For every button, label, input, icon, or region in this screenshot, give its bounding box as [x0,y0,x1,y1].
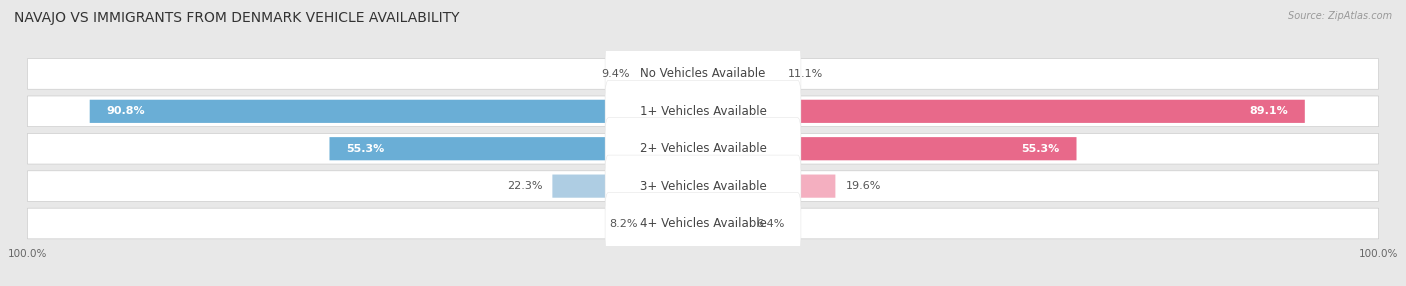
FancyBboxPatch shape [605,118,801,180]
Text: 22.3%: 22.3% [506,181,543,191]
Text: 55.3%: 55.3% [1021,144,1060,154]
FancyBboxPatch shape [640,62,703,86]
FancyBboxPatch shape [703,62,778,86]
FancyBboxPatch shape [28,59,1378,89]
FancyBboxPatch shape [553,174,703,198]
Text: 19.6%: 19.6% [845,181,882,191]
FancyBboxPatch shape [605,43,801,105]
FancyBboxPatch shape [28,96,1378,127]
Text: 6.4%: 6.4% [756,219,785,229]
Text: 1+ Vehicles Available: 1+ Vehicles Available [640,105,766,118]
FancyBboxPatch shape [703,212,747,235]
Text: 55.3%: 55.3% [346,144,385,154]
Text: 8.2%: 8.2% [609,219,637,229]
FancyBboxPatch shape [703,174,835,198]
FancyBboxPatch shape [90,100,703,123]
FancyBboxPatch shape [703,100,1305,123]
Text: No Vehicles Available: No Vehicles Available [640,67,766,80]
Text: NAVAJO VS IMMIGRANTS FROM DENMARK VEHICLE AVAILABILITY: NAVAJO VS IMMIGRANTS FROM DENMARK VEHICL… [14,11,460,25]
Text: 2+ Vehicles Available: 2+ Vehicles Available [640,142,766,155]
FancyBboxPatch shape [329,137,703,160]
FancyBboxPatch shape [605,192,801,255]
Text: 3+ Vehicles Available: 3+ Vehicles Available [640,180,766,192]
Text: 4+ Vehicles Available: 4+ Vehicles Available [640,217,766,230]
Text: 90.8%: 90.8% [107,106,145,116]
FancyBboxPatch shape [605,155,801,217]
FancyBboxPatch shape [703,137,1077,160]
Text: 11.1%: 11.1% [789,69,824,79]
Text: 9.4%: 9.4% [600,69,630,79]
FancyBboxPatch shape [28,133,1378,164]
FancyBboxPatch shape [28,171,1378,201]
FancyBboxPatch shape [605,80,801,142]
FancyBboxPatch shape [28,208,1378,239]
Text: Source: ZipAtlas.com: Source: ZipAtlas.com [1288,11,1392,21]
FancyBboxPatch shape [648,212,703,235]
Text: 89.1%: 89.1% [1249,106,1288,116]
